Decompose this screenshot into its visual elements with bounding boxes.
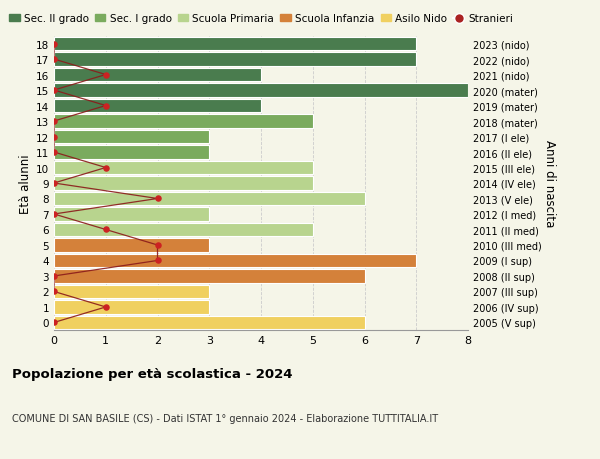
Bar [54, 208, 209, 221]
Point [101, 303, 110, 311]
Bar [54, 161, 313, 175]
Bar [54, 100, 261, 113]
Point [101, 103, 110, 110]
Point [152, 257, 162, 264]
Point [49, 273, 59, 280]
Point [49, 319, 59, 326]
Y-axis label: Anni di nascita: Anni di nascita [542, 140, 556, 227]
Bar [54, 239, 209, 252]
Legend: Sec. II grado, Sec. I grado, Scuola Primaria, Scuola Infanzia, Asilo Nido, Stran: Sec. II grado, Sec. I grado, Scuola Prim… [5, 10, 517, 28]
Point [152, 196, 162, 203]
Bar [54, 53, 416, 67]
Point [49, 41, 59, 48]
Bar [54, 38, 416, 51]
Text: COMUNE DI SAN BASILE (CS) - Dati ISTAT 1° gennaio 2024 - Elaborazione TUTTITALIA: COMUNE DI SAN BASILE (CS) - Dati ISTAT 1… [12, 413, 438, 423]
Bar [54, 285, 209, 299]
Bar [54, 115, 313, 129]
Point [101, 72, 110, 79]
Bar [54, 177, 313, 190]
Text: Popolazione per età scolastica - 2024: Popolazione per età scolastica - 2024 [12, 367, 293, 380]
Point [49, 134, 59, 141]
Y-axis label: Età alunni: Età alunni [19, 154, 32, 213]
Point [49, 288, 59, 296]
Point [152, 242, 162, 249]
Point [49, 56, 59, 64]
Point [49, 211, 59, 218]
Bar [54, 269, 365, 283]
Bar [54, 316, 365, 330]
Bar [54, 146, 209, 159]
Point [49, 87, 59, 95]
Bar [54, 301, 209, 314]
Bar [54, 84, 468, 98]
Bar [54, 254, 416, 268]
Point [101, 226, 110, 234]
Point [49, 118, 59, 125]
Bar [54, 192, 365, 206]
Bar [54, 223, 313, 237]
Bar [54, 68, 261, 82]
Bar [54, 130, 209, 144]
Point [101, 164, 110, 172]
Point [49, 180, 59, 187]
Point [49, 149, 59, 157]
